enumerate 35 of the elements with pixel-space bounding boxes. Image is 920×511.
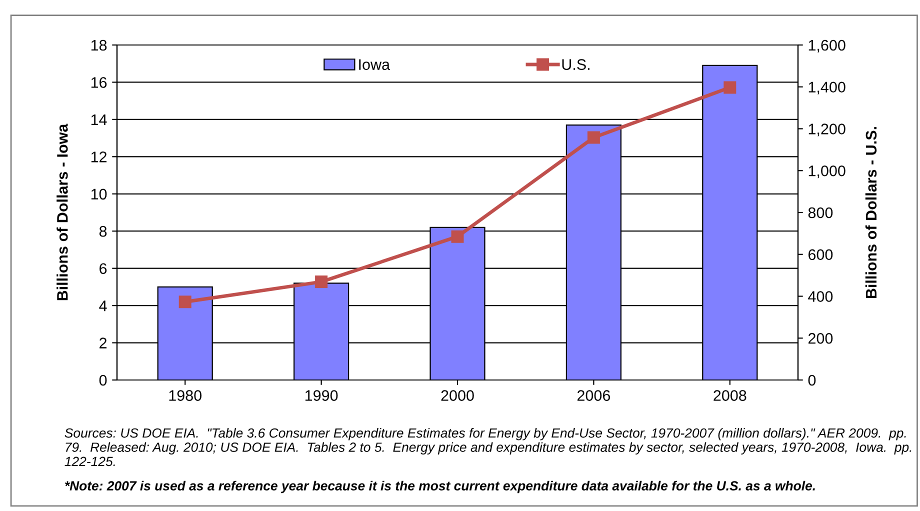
x-tick-label: 1990 — [305, 390, 338, 401]
y2-tick-label: 600 — [808, 249, 833, 260]
x-tick-label: 1980 — [169, 390, 202, 401]
y2-tick-label: 1,200 — [808, 124, 846, 136]
legend-label: Iowa — [359, 59, 390, 70]
source-note: Sources: US DOE EIA. "Table 3.6 Consumer Expenditure Estimates for Energy by End-Use Sector, 1970-2007 (million dollars)." AER 2009. pp. 79. Released: Aug. 2010; US DOE EIA. Tables 2 to 5. Energy price and expenditure estimates by sector, selected years, 1970-2008, Iowa. pp. 122-125. — [64, 428, 912, 466]
y2-tick-label: 1,600 — [808, 40, 846, 52]
y-tick-label: 8 — [99, 226, 107, 237]
y2-tick-label: 1,400 — [808, 82, 846, 94]
legend-label: U.S. — [562, 59, 590, 70]
y2-tick-label: 200 — [808, 332, 833, 344]
y-tick-label: 18 — [91, 40, 107, 51]
y2-tick-label: 0 — [808, 374, 816, 386]
y-axis-title: Billions of Dollars - Iowa — [56, 124, 68, 300]
y2-axis-title: Billions of Dollars - U.S. — [865, 126, 877, 298]
point — [451, 230, 464, 243]
y-tick-label: 16 — [91, 77, 107, 88]
point — [315, 276, 328, 288]
y-tick-label: 10 — [91, 188, 107, 200]
y-tick-label: 2 — [100, 338, 107, 348]
y2-tick-label: 400 — [808, 291, 833, 302]
y-tick-label: 6 — [100, 263, 107, 274]
y-tick-label: 4 — [99, 300, 107, 312]
point — [178, 296, 192, 308]
y-tick-label: 12 — [91, 152, 107, 162]
x-tick-label: 2000 — [441, 390, 474, 401]
y2-tick-label: 1,000 — [808, 165, 846, 178]
text: *Note: 2007 is used as a reference year because it is the most current expenditure data available for the U.S. as a whole. — [64, 480, 815, 494]
y-tick-label: 0 — [99, 374, 107, 386]
x-tick-label: 2006 — [577, 390, 610, 401]
point — [724, 81, 736, 94]
y2-tick-label: 800 — [808, 207, 833, 218]
x-tick-label: 2008 — [714, 390, 746, 401]
y-tick-label: 14 — [91, 114, 107, 125]
point — [587, 131, 600, 144]
